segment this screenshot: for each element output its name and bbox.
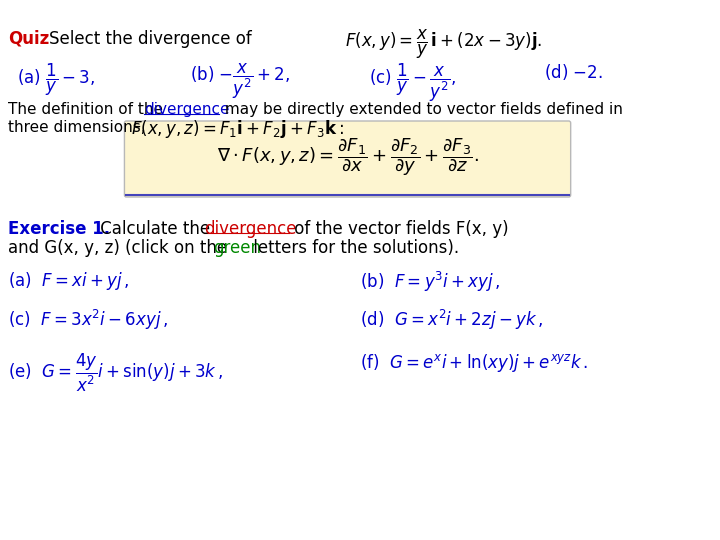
- Text: (a)  $F = xi + yj\,,$: (a) $F = xi + yj\,,$: [8, 270, 130, 292]
- Text: (d) $-2.$: (d) $-2.$: [544, 62, 603, 82]
- Text: divergence: divergence: [144, 102, 230, 117]
- Text: (e)  $G = \dfrac{4y}{x^2}i + \sin(y)j + 3k\,,$: (e) $G = \dfrac{4y}{x^2}i + \sin(y)j + 3…: [8, 352, 222, 394]
- Text: Exercise 1.: Exercise 1.: [8, 220, 110, 238]
- Text: $F(x,y) = \dfrac{x}{y}\,\mathbf{i} + (2x-3y)\mathbf{j}.$: $F(x,y) = \dfrac{x}{y}\,\mathbf{i} + (2x…: [345, 28, 542, 61]
- Text: may be directly extended to vector fields defined in: may be directly extended to vector field…: [220, 102, 623, 117]
- Text: Quiz: Quiz: [8, 30, 49, 48]
- Text: (a) $\dfrac{1}{y}-3,$: (a) $\dfrac{1}{y}-3,$: [17, 62, 95, 98]
- Text: (c) $\dfrac{1}{y}-\dfrac{x}{y^2},$: (c) $\dfrac{1}{y}-\dfrac{x}{y^2},$: [369, 62, 456, 104]
- Text: letters for the solutions).: letters for the solutions).: [248, 239, 459, 257]
- Text: (b)  $F = y^3i + xyj\,,$: (b) $F = y^3i + xyj\,,$: [360, 270, 500, 294]
- FancyBboxPatch shape: [125, 121, 571, 197]
- Text: divergence: divergence: [204, 220, 297, 238]
- Text: (b) $-\dfrac{x}{y^2}+2,$: (b) $-\dfrac{x}{y^2}+2,$: [189, 62, 289, 102]
- Text: three dimensions,: three dimensions,: [8, 120, 145, 135]
- Text: and G(x, y, z) (click on the: and G(x, y, z) (click on the: [8, 239, 232, 257]
- Text: $F(x,y,z) = F_1\mathbf{i} + F_2\mathbf{j} + F_3\mathbf{k}:$: $F(x,y,z) = F_1\mathbf{i} + F_2\mathbf{j…: [131, 118, 344, 140]
- Text: of the vector fields F(x, y): of the vector fields F(x, y): [289, 220, 508, 238]
- Text: $\nabla \cdot F(x,y,z) = \dfrac{\partial F_1}{\partial x} + \dfrac{\partial F_2}: $\nabla \cdot F(x,y,z) = \dfrac{\partial…: [217, 136, 479, 178]
- Text: Select the divergence of: Select the divergence of: [49, 30, 251, 48]
- Text: green: green: [213, 239, 261, 257]
- Text: (f)  $G = e^x i + \ln(xy)j + e^{xyz}k\,.$: (f) $G = e^x i + \ln(xy)j + e^{xyz}k\,.$: [360, 352, 588, 374]
- Text: (d)  $G = x^2i + 2zj - yk\,,$: (d) $G = x^2i + 2zj - yk\,,$: [360, 308, 543, 332]
- Text: Calculate the: Calculate the: [95, 220, 216, 238]
- Text: The definition of the: The definition of the: [8, 102, 168, 117]
- Text: (c)  $F = 3x^2i - 6xyj\,,$: (c) $F = 3x^2i - 6xyj\,,$: [8, 308, 168, 332]
